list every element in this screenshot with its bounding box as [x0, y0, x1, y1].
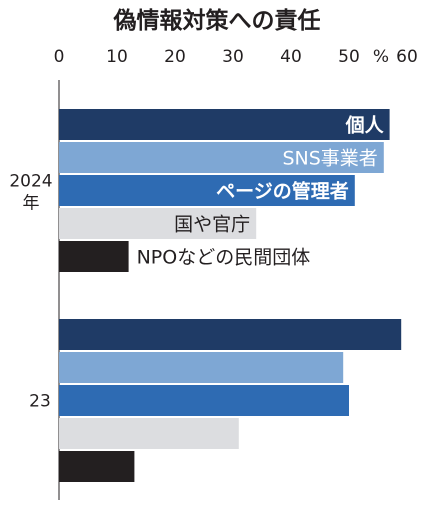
series-label: 国や官庁 [174, 214, 250, 236]
group-label: 2024 [9, 172, 52, 192]
bar [59, 352, 344, 383]
x-tick-label: 30 [222, 47, 244, 67]
x-tick-label: 60 [396, 47, 418, 67]
bar [59, 451, 135, 482]
bar [59, 319, 402, 350]
bar [59, 208, 257, 239]
bar [59, 142, 384, 173]
bar [59, 109, 390, 140]
unit-label: % [373, 47, 389, 67]
bar [59, 385, 349, 416]
chart-title: 偽情報対策への責任 [113, 7, 321, 34]
bar [59, 175, 355, 206]
x-tick-label: 50 [338, 47, 360, 67]
group-label: 23 [29, 392, 51, 412]
bar [59, 418, 239, 449]
series-label: 個人 [345, 115, 385, 137]
group-sublabel: 年 [23, 194, 40, 214]
x-tick-labels: 0 10 20 30 40 50 60 [54, 47, 418, 67]
x-tick-label: 20 [164, 47, 186, 67]
series-label: SNS事業者 [282, 148, 377, 170]
series-label: NPOなどの民間団体 [137, 247, 311, 269]
x-tick-label: 10 [106, 47, 128, 67]
bar [59, 241, 129, 272]
x-tick-label: 40 [280, 47, 302, 67]
series-label: ページの管理者 [216, 180, 349, 203]
x-tick-label: 0 [54, 47, 65, 67]
